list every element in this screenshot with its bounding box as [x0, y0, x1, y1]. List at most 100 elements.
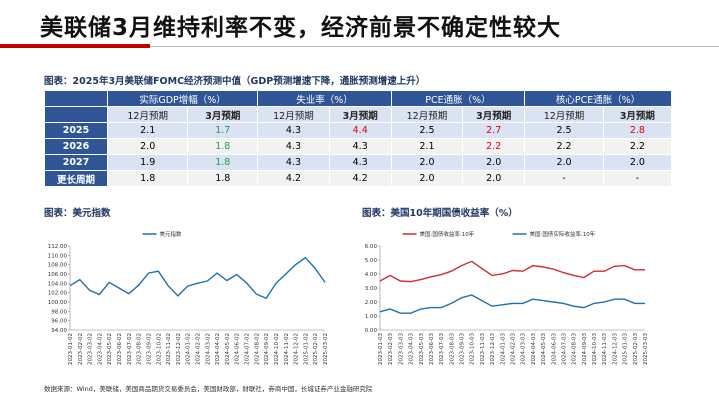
subheader: 12月预期 — [524, 106, 604, 123]
x-tick-label: 2023-09-03 — [460, 333, 466, 365]
x-tick-label: 2024-01-03 — [500, 333, 506, 365]
x-tick-label: 2024-04-02 — [215, 333, 221, 365]
cell: 1.9 — [106, 154, 189, 171]
legend-label: 美国:国债收益率:10年 — [420, 230, 475, 238]
chart-title: 图表：美元指数 — [44, 208, 111, 219]
x-tick-label: 2024-05-02 — [225, 333, 231, 365]
subheader: 3月预期 — [602, 106, 673, 123]
x-tick-label: 2023-08-03 — [449, 333, 455, 365]
x-tick-label: 2025-03-03 — [643, 333, 649, 365]
x-tick-label: 2023-11-03 — [480, 333, 486, 365]
cell: 2.0 — [106, 138, 189, 155]
x-tick-label: 2024-06-02 — [235, 333, 241, 365]
cell: - — [524, 170, 604, 187]
header-row: 实际GDP增幅（%） 失业率（%） PCE通胀（%） 核心PCE通胀（%） — [44, 90, 672, 107]
cell: 4.3 — [257, 138, 330, 155]
data-row: 2027 1.9 1.8 4.3 4.3 2.0 2.0 2.0 2.0 — [44, 154, 673, 171]
cell: 2.2 — [462, 138, 526, 155]
row-label: 更长周期 — [44, 170, 108, 187]
cell: 1.8 — [187, 154, 259, 171]
x-tick-label: 2023-11-02 — [166, 333, 172, 365]
group-header: 实际GDP增幅（%） — [106, 90, 259, 107]
y-tick-label: 106.00 — [48, 272, 68, 278]
y-tick-label: 6.00 — [365, 244, 378, 250]
x-tick-label: 2025-02-02 — [313, 333, 319, 365]
y-tick-label: 110.00 — [48, 253, 68, 259]
table-caption: 图表：2025年3月美联储FOMC经济预测中值（GDP预测增速下降，通胀预测增速… — [44, 76, 426, 87]
cell: 4.3 — [257, 122, 330, 139]
x-tick-label: 2024-10-02 — [274, 333, 280, 365]
x-tick-label: 2024-07-02 — [245, 333, 251, 365]
x-tick-label: 2024-03-03 — [521, 333, 527, 365]
cell: 4.2 — [257, 170, 330, 187]
data-row: 2025 2.1 1.7 4.3 4.4 2.5 2.7 2.5 2.8 — [44, 122, 673, 139]
row-label: 2026 — [44, 138, 108, 155]
x-tick-label: 2023-02-03 — [388, 333, 394, 365]
corner-cell — [44, 90, 108, 107]
x-tick-label: 2023-03-02 — [88, 333, 94, 365]
x-tick-label: 2023-04-03 — [409, 333, 415, 365]
x-tick-label: 2024-08-03 — [572, 333, 578, 365]
cell: 2.0 — [462, 170, 526, 187]
x-tick-label: 2024-09-03 — [582, 333, 588, 365]
data-row: 2026 2.0 1.8 4.3 4.3 2.1 2.2 2.2 2.2 — [44, 138, 673, 155]
y-tick-label: 3.00 — [365, 286, 378, 292]
row-label: 2027 — [44, 154, 108, 171]
subheader-row: 12月预期 3月预期 12月预期 3月预期 12月预期 3月预期 12月预期 3月预期 — [44, 106, 673, 123]
x-tick-label: 2023-03-03 — [398, 333, 404, 365]
cell: 4.3 — [257, 154, 330, 171]
cell: 4.4 — [328, 122, 392, 139]
y-tick-label: 98.00 — [51, 309, 67, 315]
y-tick-label: 96.00 — [51, 319, 67, 325]
cell: 1.7 — [187, 122, 259, 139]
x-tick-label: 2024-12-03 — [612, 333, 618, 365]
x-tick-label: 2023-10-02 — [156, 333, 162, 365]
subheader: 3月预期 — [462, 106, 526, 123]
y-tick-label: 100.00 — [48, 300, 68, 306]
x-tick-label: 2024-06-03 — [551, 333, 557, 365]
row-label: 2025 — [44, 122, 108, 139]
x-tick-label: 2024-04-03 — [531, 333, 537, 365]
y-tick-label: 2.00 — [365, 300, 378, 306]
data-row: 更长周期 1.8 1.8 4.2 4.2 2.0 2.0- - — [44, 170, 673, 187]
cell: 1.8 — [187, 138, 259, 155]
cell: 2.8 — [602, 122, 673, 139]
cell: 2.0 — [524, 154, 604, 171]
cell: 2.0 — [602, 154, 673, 171]
cell: 4.2 — [328, 170, 392, 187]
group-header: PCE通胀（%） — [390, 90, 526, 107]
x-tick-label: 2024-11-02 — [284, 333, 290, 365]
y-tick-label: 102.00 — [48, 291, 68, 297]
subheader: 3月预期 — [328, 106, 392, 123]
x-tick-label: 2023-12-02 — [176, 333, 182, 365]
cell: 2.0 — [390, 154, 464, 171]
x-tick-label: 2025-03-02 — [323, 333, 329, 365]
x-tick-label: 2024-05-03 — [541, 333, 547, 365]
x-tick-label: 2023-05-02 — [107, 333, 113, 365]
cell: 2.0 — [462, 154, 526, 171]
x-tick-label: 2023-07-03 — [439, 333, 445, 365]
y-tick-label: 108.00 — [48, 263, 68, 269]
cell: 2.2 — [602, 138, 673, 155]
y-tick-label: 5.00 — [365, 258, 378, 264]
cell: 2.1 — [390, 138, 464, 155]
x-tick-label: 2024-07-03 — [561, 333, 567, 365]
x-tick-label: 2024-12-02 — [294, 333, 300, 365]
x-tick-label: 2024-10-03 — [592, 333, 598, 365]
x-tick-label: 2023-07-02 — [127, 333, 133, 365]
group-header: 失业率（%） — [257, 90, 392, 107]
x-tick-label: 2024-11-03 — [602, 333, 608, 365]
title-rule — [150, 46, 719, 47]
slide-title: 美联储3月维持利率不变，经济前景不确定性较大 — [40, 15, 562, 41]
x-tick-label: 2025-01-03 — [623, 333, 629, 365]
x-tick-label: 2023-04-02 — [97, 333, 103, 365]
x-tick-label: 2023-08-02 — [137, 333, 143, 365]
cell: - — [602, 170, 673, 187]
source-note: 数据来源：Wind，美联储，美国商品期货交易委员会，美国财政部，财联社，券商中国… — [44, 385, 373, 393]
x-tick-label: 2023-12-03 — [490, 333, 496, 365]
y-tick-label: 4.00 — [365, 272, 378, 278]
chart-title: 图表：美国10年期国债收益率（%） — [362, 208, 518, 219]
series-line — [379, 294, 645, 314]
x-tick-label: 2023-01-03 — [378, 333, 384, 365]
group-header: 核心PCE通胀（%） — [524, 90, 672, 107]
